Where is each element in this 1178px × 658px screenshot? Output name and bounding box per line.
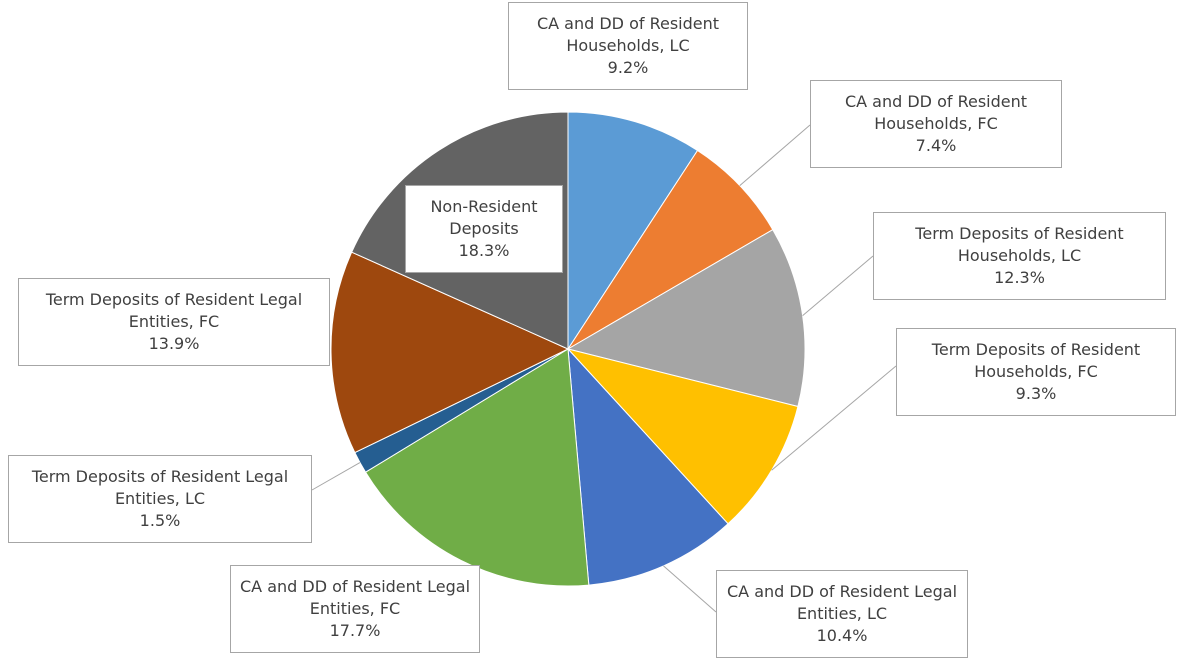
category-label: CA and DD of Resident Legal Entities, FC [239, 577, 471, 618]
pie-slice [567, 149, 774, 350]
category-label: CA and DD of Resident Legal Entities, LC [726, 582, 958, 623]
value-label: 12.3% [994, 268, 1045, 287]
data-label: CA and DD of Resident Households, FC 7.4% [810, 80, 1062, 168]
category-label: Term Deposits of Resident Legal Entities… [45, 290, 303, 331]
value-label: 1.5% [139, 511, 181, 530]
pie-slice [567, 347, 729, 586]
value-label: 13.9% [148, 334, 200, 353]
pie-slice [364, 348, 590, 587]
value-label: 7.4% [915, 136, 957, 155]
value-label: 9.2% [607, 58, 649, 77]
value-label: 9.3% [1015, 384, 1057, 403]
pie-slice [566, 228, 806, 408]
data-label: Term Deposits of Resident Legal Entities… [18, 278, 330, 366]
leader-line [663, 565, 717, 613]
data-label: Non-Resident Deposits 18.3% [405, 185, 563, 273]
category-label: CA and DD of Resident Households, LC [536, 14, 720, 55]
data-label: Term Deposits of Resident Households, LC… [873, 212, 1166, 300]
value-label: 10.4% [816, 626, 868, 645]
leader-line [739, 124, 811, 187]
data-label: Term Deposits of Resident Households, FC… [896, 328, 1176, 416]
leader-line [771, 365, 897, 471]
category-label: Term Deposits of Resident Households, FC [931, 340, 1141, 381]
value-label: 17.7% [329, 621, 381, 640]
category-label: Non-Resident Deposits [430, 197, 538, 238]
leader-line [802, 255, 874, 316]
value-label: 18.3% [458, 241, 510, 260]
data-label: CA and DD of Resident Legal Entities, LC… [716, 570, 968, 658]
category-label: Term Deposits of Resident Households, LC [915, 224, 1124, 265]
pie-slice [566, 348, 799, 525]
pie-slice [330, 251, 570, 454]
leader-line [311, 462, 361, 491]
category-label: Term Deposits of Resident Legal Entities… [31, 467, 289, 508]
pie-slice [567, 111, 699, 351]
data-label: Term Deposits of Resident Legal Entities… [8, 455, 312, 543]
data-label: CA and DD of Resident Legal Entities, FC… [230, 565, 480, 653]
category-label: CA and DD of Resident Households, FC [844, 92, 1028, 133]
data-label: CA and DD of Resident Households, LC 9.2% [508, 2, 748, 90]
